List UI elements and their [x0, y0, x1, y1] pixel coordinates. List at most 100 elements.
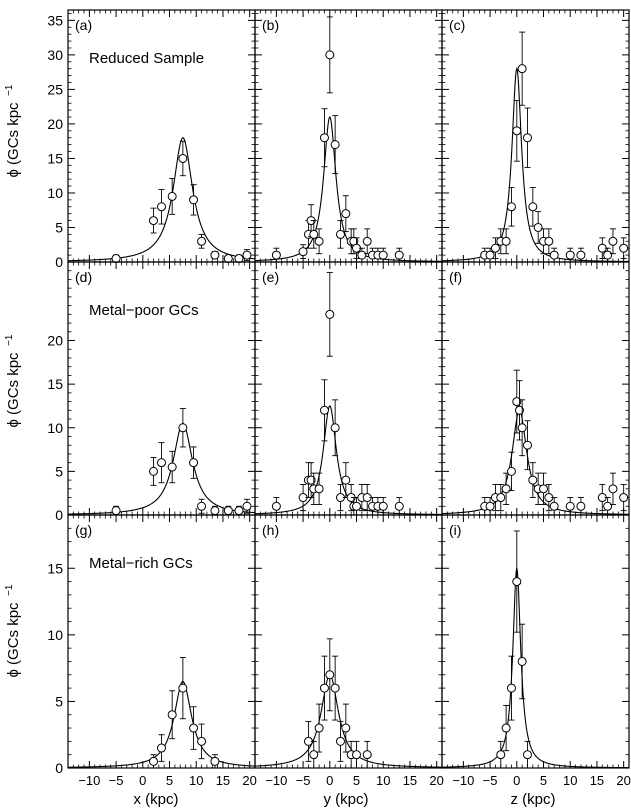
y-tick-label: 0	[55, 254, 63, 270]
panel-d: 0 5 10 15 20 (d) Metal−poor GCs	[47, 261, 256, 523]
y-axis-label-row1-sup: −1	[4, 84, 15, 96]
data-point	[603, 501, 613, 511]
panel-frame	[441, 514, 630, 769]
panels-layer: 0 5 10 15 20 25 30 35 (a) Reduced Sample (b) (c) 0 5 1…	[47, 9, 631, 788]
panel-label: (b)	[262, 17, 279, 33]
data-point	[576, 501, 586, 511]
y-tick-label: 10	[47, 185, 63, 201]
x-axis-label-y: y (kpc)	[324, 791, 369, 808]
x-tick-label: 0	[139, 773, 146, 788]
data-point	[362, 236, 372, 246]
data-point	[533, 222, 543, 232]
data-point	[148, 216, 158, 226]
y-tick-label: 35	[47, 12, 63, 28]
data-point	[341, 723, 351, 733]
panel-label: (e)	[262, 269, 279, 285]
data-point	[378, 501, 388, 511]
data-point	[197, 236, 207, 246]
data-point	[234, 506, 244, 516]
panel-title: Reduced Sample	[89, 50, 204, 67]
y-tick-label: 20	[47, 333, 63, 349]
y-tick-label: 0	[55, 760, 63, 776]
data-point	[619, 243, 629, 253]
panel-a: 0 5 10 15 20 25 30 35 (a) Reduced Sample	[47, 9, 256, 270]
y-tick-label: 10	[47, 420, 63, 436]
data-point	[539, 484, 549, 494]
x-tick-label: −5	[483, 773, 498, 788]
panel-label: (h)	[262, 522, 279, 538]
data-point	[325, 670, 335, 680]
data-point	[157, 202, 166, 212]
data-point	[394, 501, 404, 511]
data-point	[319, 405, 329, 415]
data-point	[111, 254, 121, 264]
data-point	[549, 250, 559, 260]
data-point	[352, 750, 362, 760]
panel-label: (a)	[75, 17, 92, 33]
data-point	[210, 250, 220, 260]
y-tick-label: 15	[47, 560, 63, 576]
data-point	[565, 250, 575, 260]
y-tick-label: 15	[47, 150, 63, 166]
data-point	[608, 484, 618, 494]
data-point	[501, 723, 511, 733]
data-point	[512, 577, 522, 587]
panel-title: Metal−rich GCs	[89, 555, 193, 572]
data-point	[330, 140, 340, 150]
data-point	[242, 501, 252, 511]
data-point	[271, 501, 281, 511]
data-point	[178, 423, 188, 433]
panel-label: (c)	[449, 17, 465, 33]
data-point	[167, 710, 177, 720]
y-tick-label: 5	[55, 463, 63, 479]
y-tick-label: 5	[55, 219, 63, 235]
data-point	[357, 250, 367, 260]
data-point	[335, 736, 345, 746]
fit-curve	[68, 422, 255, 515]
panel-i: −10 −5 0 5 10 15 20 (i)	[441, 514, 631, 788]
fit-curve	[442, 66, 629, 262]
x-tick-label: 10	[563, 773, 577, 788]
x-tick-label: 20	[429, 773, 443, 788]
x-tick-label: 20	[242, 773, 256, 788]
x-tick-label: −5	[296, 773, 311, 788]
panel-label: (d)	[75, 269, 92, 285]
x-tick-label: 5	[166, 773, 173, 788]
data-point	[157, 458, 166, 468]
data-point	[111, 506, 121, 516]
y-tick-label: 15	[47, 376, 63, 392]
data-point	[506, 202, 516, 212]
data-point	[309, 750, 319, 760]
x-tick-label: 20	[616, 773, 630, 788]
data-point	[528, 475, 538, 485]
data-point	[544, 236, 554, 246]
data-point	[319, 133, 329, 143]
data-point	[189, 458, 199, 468]
data-point	[148, 756, 158, 766]
data-point	[514, 405, 524, 415]
data-point	[335, 229, 345, 239]
data-point	[319, 683, 329, 693]
y-axis-label-row1: ϕ (GCs kpc −1	[4, 84, 22, 177]
x-tick-label: 15	[403, 773, 417, 788]
panel-c: (c)	[441, 9, 630, 263]
fit-curve	[255, 674, 442, 768]
data-point	[167, 191, 177, 201]
data-point	[197, 501, 207, 511]
data-point	[157, 743, 166, 753]
x-axis-label-x: x (kpc)	[134, 791, 179, 808]
data-point	[362, 750, 372, 760]
data-point	[496, 750, 506, 760]
data-point	[234, 254, 244, 264]
x-tick-label: −10	[452, 773, 474, 788]
fit-curve	[442, 568, 629, 768]
data-point	[341, 475, 351, 485]
data-point	[565, 501, 575, 511]
data-point	[490, 243, 500, 253]
panel-frame	[254, 9, 443, 263]
data-point	[223, 506, 233, 516]
data-point	[512, 397, 522, 407]
panel-label: (i)	[449, 522, 461, 538]
data-point	[178, 683, 188, 693]
y-axis-label-row3-sup: −1	[4, 584, 15, 596]
